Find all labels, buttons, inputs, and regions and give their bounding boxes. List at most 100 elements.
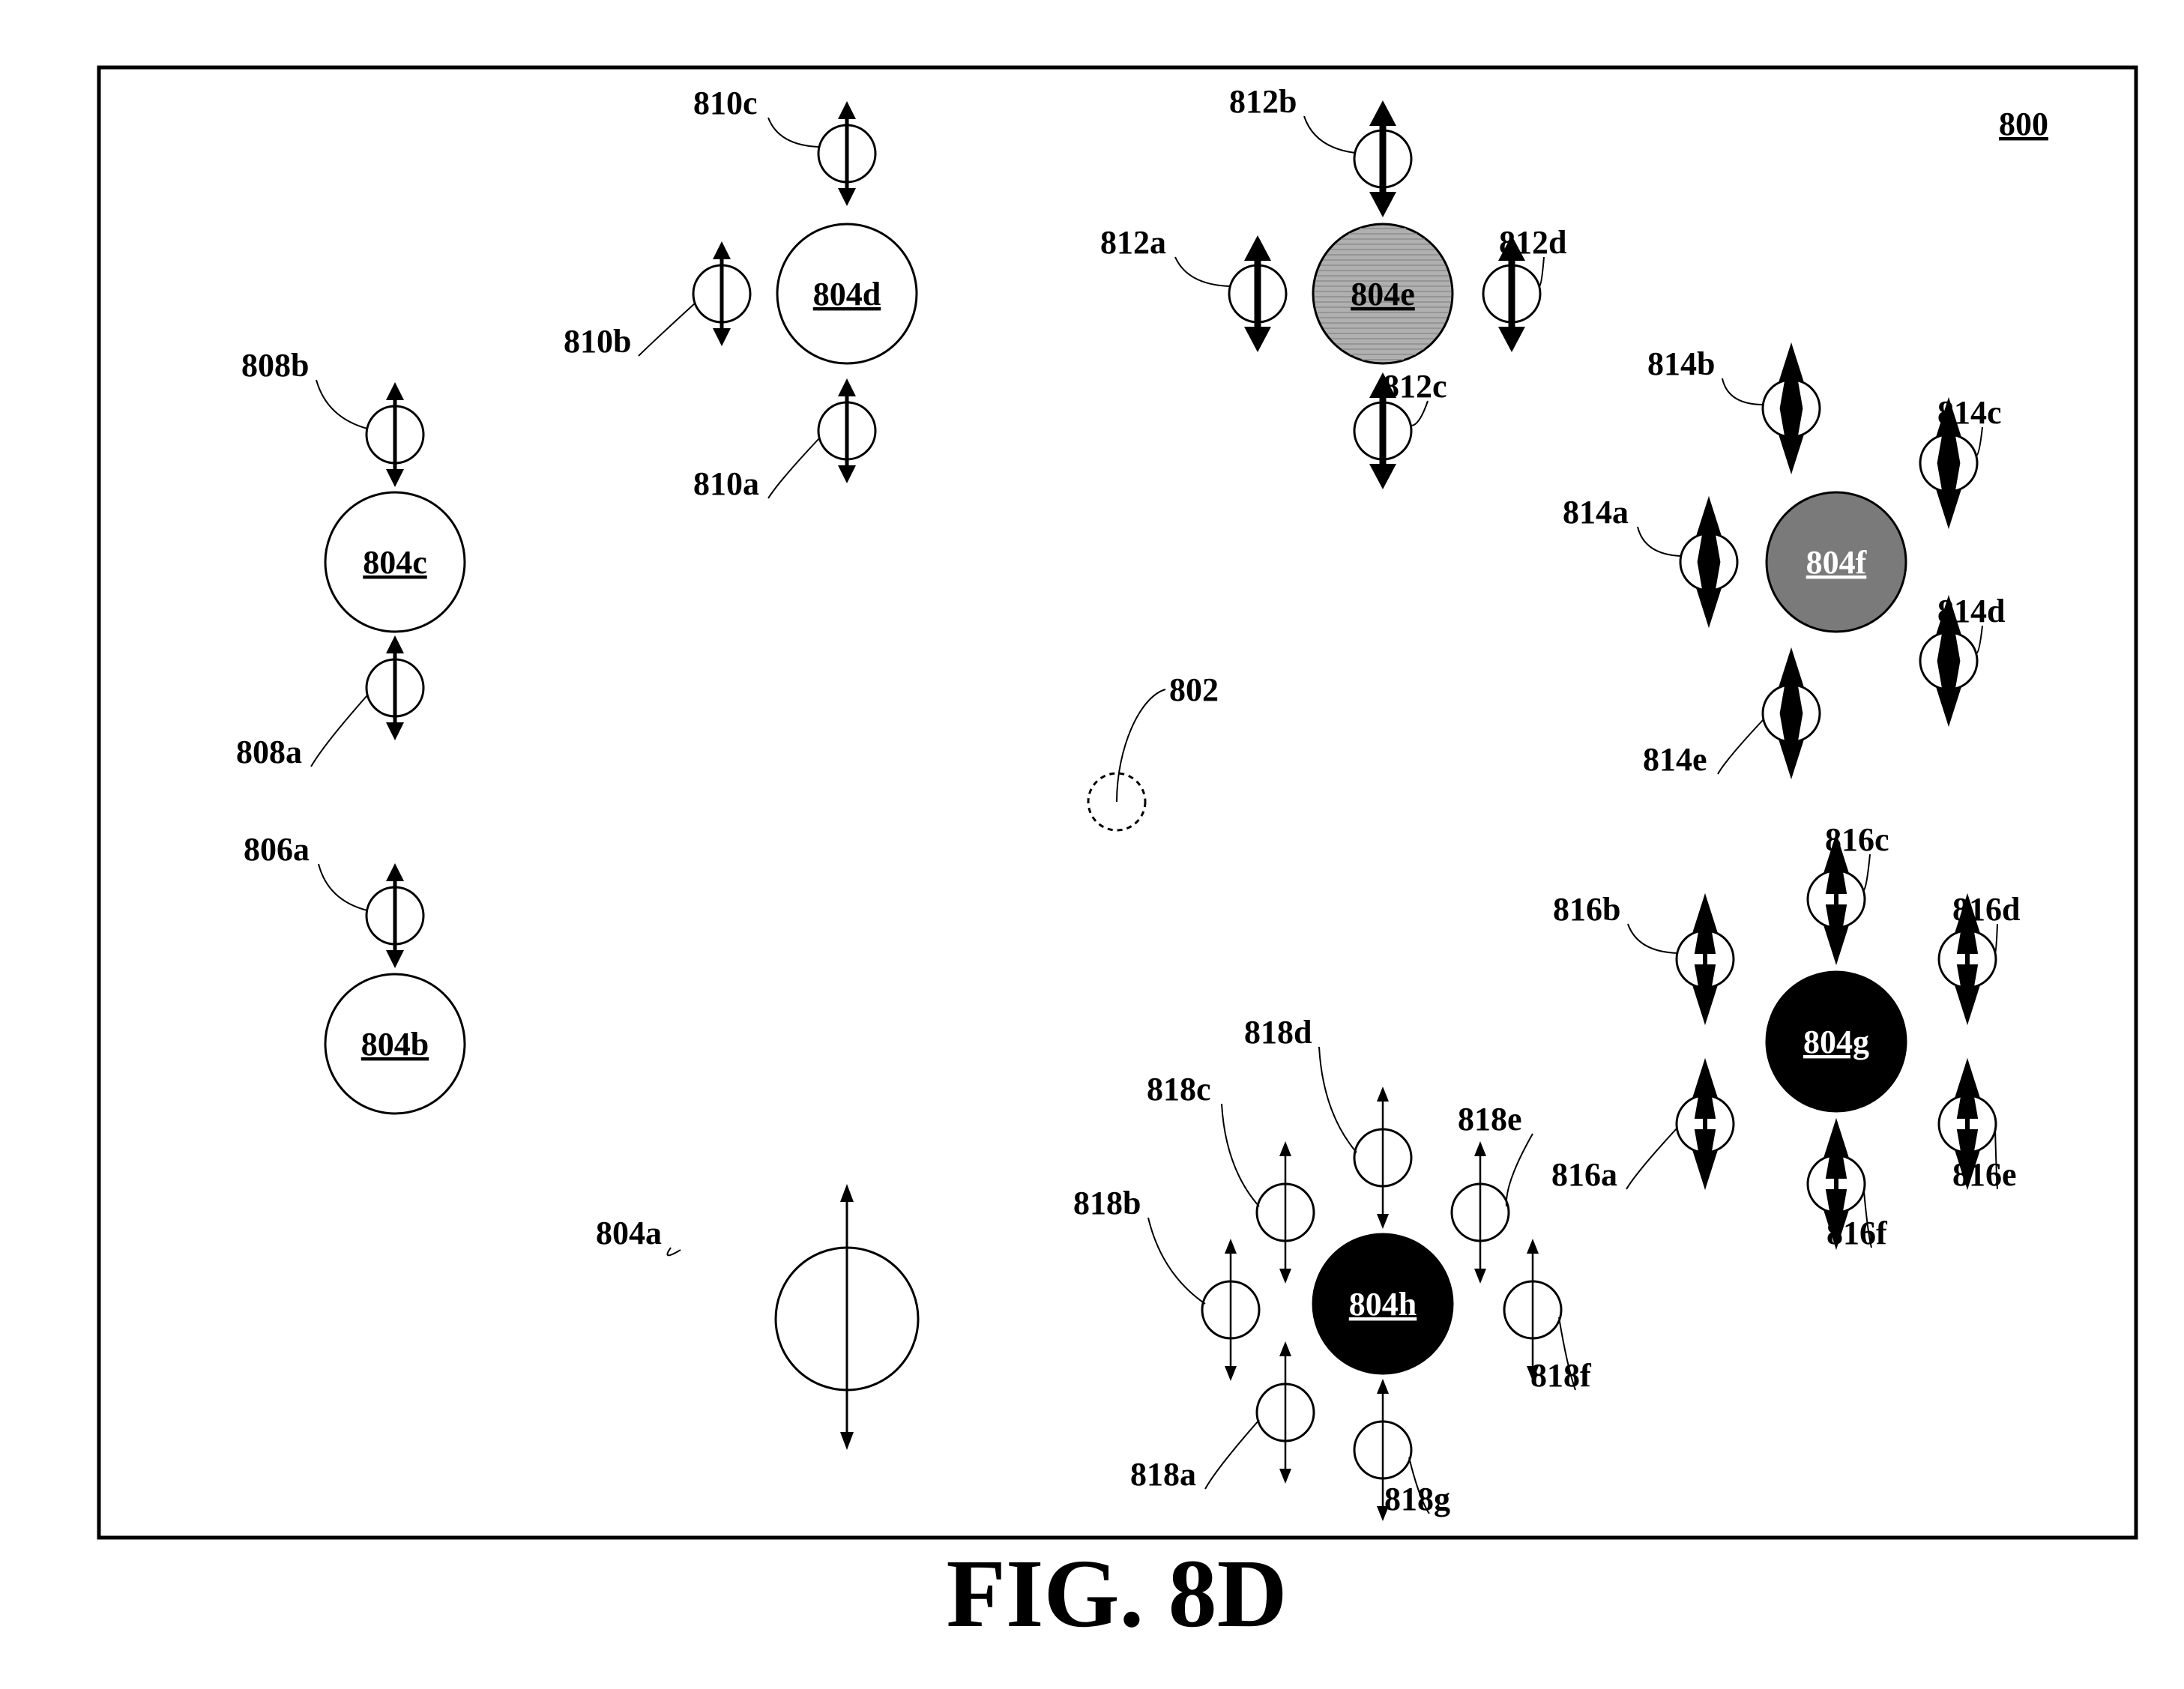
leader-line (639, 303, 696, 356)
callout-label: 818a (1130, 1456, 1196, 1493)
leader-line (1117, 689, 1165, 802)
arrowhead-down (386, 722, 404, 740)
arrowhead-down (838, 465, 856, 483)
callout-label: 810b (564, 323, 631, 360)
diamond-core (1780, 342, 1803, 474)
arrowhead-up (386, 382, 404, 400)
arrowhead-up (1279, 1141, 1291, 1156)
leader-line (316, 380, 367, 429)
callout-label: 808b (241, 347, 309, 384)
leader-line (1718, 719, 1764, 774)
indicator-814b: 814b (1647, 342, 1820, 474)
callout-label: 816a (1551, 1156, 1617, 1193)
diagram-marks: 804b 804c 804d 804e 804f 804g 804h 802 804a 806a 8… (236, 83, 2020, 1521)
callout-label: 818d (1244, 1014, 1312, 1051)
node-804e: 804e (1313, 224, 1453, 363)
node-804c: 804c (325, 492, 465, 632)
leader-line (1539, 257, 1544, 286)
indicator-806a: 806a (244, 831, 423, 968)
callout-label: 816c (1825, 821, 1889, 858)
leader-line (1205, 1420, 1259, 1489)
indicator-818f: 818f (1504, 1239, 1592, 1394)
arrowhead-up (1369, 100, 1396, 126)
callout-label: 802 (1169, 671, 1219, 708)
split-divider (1965, 1094, 1970, 1154)
split-divider (1703, 1094, 1707, 1154)
callout-label: 818c (1147, 1071, 1211, 1108)
arrowhead-up (1279, 1341, 1291, 1356)
indicator-810a: 810a (693, 378, 875, 502)
split-divider (1965, 929, 1970, 989)
arrowhead-down (1498, 327, 1525, 352)
callout-label: 814a (1563, 494, 1629, 531)
leader-line (1506, 1134, 1533, 1206)
indicator-818e: 818e (1452, 1101, 1533, 1284)
split-divider (1834, 1154, 1838, 1214)
node-label: 804b (361, 1026, 429, 1063)
node-label: 804f (1806, 544, 1868, 581)
indicator-804a: 804a (596, 1215, 681, 1255)
node-804h: 804h (1313, 1234, 1453, 1374)
arrowhead-up (838, 101, 856, 119)
arrowhead-down (386, 950, 404, 968)
indicator-818b: 818b (1073, 1185, 1259, 1381)
leader-line (768, 118, 819, 147)
arrowhead-down (1225, 1366, 1237, 1381)
split-divider (1703, 929, 1707, 989)
arrowhead-up (1527, 1239, 1539, 1254)
leader-line (768, 438, 819, 498)
arrowhead-down (1279, 1269, 1291, 1284)
callout-label: 814d (1937, 593, 2005, 629)
callout-label: 808a (236, 734, 302, 770)
indicator-816d: 816d (1939, 891, 2020, 1025)
arrowhead-up (1244, 235, 1271, 261)
leader-line (1319, 1047, 1357, 1152)
callout-label: 812a (1100, 224, 1166, 261)
arrowhead-up (713, 241, 731, 259)
callout-label: 814b (1647, 345, 1715, 382)
indicator-808b: 808b (241, 347, 423, 487)
arrowhead-up (838, 378, 856, 396)
arrowhead-up (1377, 1087, 1389, 1102)
callout-label: 810c (693, 85, 758, 121)
leader-line (667, 1248, 681, 1255)
leader-line (1148, 1218, 1205, 1304)
leader-line (319, 864, 367, 910)
leader-line (1995, 924, 1997, 953)
node-label: 804d (813, 276, 881, 312)
figure-frame (99, 67, 2136, 1538)
arrowhead-up (840, 1184, 854, 1202)
node-label: 804g (1803, 1024, 1869, 1060)
leader-line (1638, 527, 1681, 556)
callout-label: 812b (1229, 83, 1297, 120)
indicator-816f: 816f (1808, 1118, 1888, 1251)
arrowhead-down (838, 188, 856, 206)
callout-label: 816b (1553, 891, 1620, 928)
indicator-812c: 812c (1354, 368, 1447, 489)
leader-line (1222, 1104, 1259, 1206)
arrowhead-up (1225, 1239, 1237, 1254)
callout-label: 818g (1384, 1481, 1450, 1517)
indicator-810b: 810b (564, 241, 750, 360)
indicator-812d: 812d (1483, 224, 1566, 352)
callout-label: 818f (1530, 1357, 1592, 1394)
callout-label: 806a (244, 831, 310, 868)
node-label: 804h (1349, 1286, 1417, 1323)
figure-title: FIG. 8D (947, 1540, 1288, 1648)
indicator-816b: 816b (1553, 891, 1734, 1025)
indicator-816a: 816a (1551, 1058, 1734, 1193)
arrowhead-down (1279, 1469, 1291, 1484)
node-804f: 804f (1767, 492, 1906, 632)
callout-label: 812c (1383, 368, 1447, 405)
split-divider (1834, 869, 1838, 929)
arrowhead-down (1474, 1269, 1486, 1284)
leader-line (1722, 378, 1764, 405)
arrowhead-down (1369, 192, 1396, 217)
point-802: 802 (1088, 671, 1219, 830)
node-label: 804c (363, 544, 427, 581)
indicator-816e: 816e (1939, 1058, 2017, 1193)
node-804g: 804g (1767, 972, 1906, 1111)
indicator-814c: 814c (1920, 394, 2002, 529)
arrowhead-down (840, 1432, 854, 1450)
